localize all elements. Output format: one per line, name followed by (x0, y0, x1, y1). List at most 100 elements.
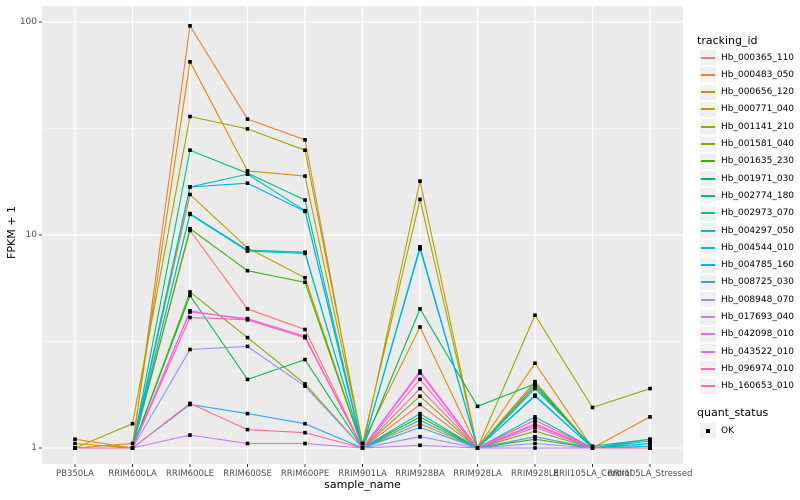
legend-key-line-icon (700, 136, 716, 152)
data-point (418, 394, 422, 398)
data-point (245, 318, 250, 322)
data-point (418, 425, 422, 430)
legend-key-line-icon (700, 274, 716, 290)
data-point (533, 394, 537, 398)
data-point (418, 443, 422, 448)
data-point (303, 430, 307, 435)
legend-entry: Hb_004544_010 (700, 239, 794, 256)
legend-entry-label: Hb_000771_040 (721, 104, 795, 115)
data-point (475, 404, 480, 409)
data-point (73, 441, 77, 446)
data-point (648, 437, 652, 441)
quant-status-square-icon (700, 423, 716, 438)
data-point (245, 249, 250, 253)
legend-entry: Hb_000483_050 (700, 66, 794, 83)
legend-line-swatch (701, 281, 715, 284)
legend-entry: Hb_001971_030 (700, 170, 794, 187)
data-point (188, 310, 192, 314)
x-tick-label: PB350LA (56, 469, 94, 479)
legend-entry-label: Hb_004785_160 (721, 260, 795, 271)
data-point (303, 148, 307, 152)
legend-key-line-icon (700, 378, 716, 394)
data-point (188, 185, 192, 189)
x-tick-label: RRIM600LE (166, 469, 214, 479)
data-point (418, 377, 422, 382)
data-point (245, 246, 250, 250)
data-point (533, 434, 537, 439)
data-point (303, 251, 307, 256)
legend-entry-label: Hb_160653_010 (721, 381, 795, 392)
legend-entry: Hb_002973_070 (700, 205, 794, 222)
x-tick-label: RRIM928LA (453, 469, 502, 479)
data-point (418, 386, 422, 391)
data-point (533, 441, 537, 446)
data-point (303, 198, 307, 202)
data-point (188, 60, 192, 64)
legend-entry-label: Hb_008948_070 (721, 294, 795, 305)
legend-line-swatch (701, 194, 715, 197)
data-point (188, 212, 192, 217)
x-tick-label: RRIM901LA (338, 469, 387, 479)
data-point (418, 402, 422, 407)
legend-key-line-icon (700, 257, 716, 273)
legend-line-swatch (701, 229, 715, 232)
legend-entry: Hb_002774_180 (700, 187, 794, 204)
data-point (475, 446, 480, 450)
legend-line-swatch (701, 56, 715, 59)
legend-entry: Hb_000656_120 (700, 84, 794, 101)
legend-line-swatch (701, 73, 715, 76)
quant-status-entry: OK (700, 422, 734, 439)
x-tick-label: RRII105LA_Control (553, 469, 632, 479)
data-point (533, 313, 537, 317)
legend-entry-label: Hb_004297_050 (721, 225, 795, 236)
data-point (590, 405, 595, 410)
data-point (130, 446, 135, 450)
data-point (533, 429, 537, 433)
legend-entry-label: Hb_043522_010 (721, 346, 795, 357)
data-point (533, 425, 537, 430)
data-point (648, 441, 652, 446)
legend-title-tracking-id: tracking_id (697, 34, 758, 47)
legend-line-swatch (701, 367, 715, 370)
legend-line-swatch (701, 246, 715, 249)
data-point (188, 290, 192, 294)
legend-key-line-icon (700, 361, 716, 377)
data-point (303, 441, 307, 446)
data-point (590, 446, 595, 450)
data-point (245, 441, 250, 446)
data-point (418, 179, 422, 183)
x-tick-label: RRIM600SE (223, 469, 272, 479)
legend-entry: Hb_008948_070 (700, 291, 794, 308)
legend-line-swatch (701, 212, 715, 215)
legend-entry-label: Hb_000656_120 (721, 87, 795, 98)
data-point (188, 226, 192, 231)
data-point (303, 421, 307, 426)
data-point (533, 361, 537, 365)
legend-entry: Hb_042098_010 (700, 326, 794, 343)
data-point (245, 307, 250, 311)
legend-line-swatch (701, 143, 715, 145)
data-point (73, 437, 77, 441)
legend-key-line-icon (700, 101, 716, 117)
legend-entry: Hb_004785_160 (700, 257, 794, 274)
legend-key-line-icon (700, 326, 716, 342)
x-tick-label: RRIM928BA (395, 469, 445, 479)
data-point (303, 327, 307, 332)
data-point (245, 172, 250, 176)
legend-key-line-icon (700, 240, 716, 256)
legend-line-swatch (701, 125, 715, 128)
data-point (245, 117, 250, 121)
legend-key-line-icon (700, 171, 716, 187)
y-tick-label: 100 (19, 17, 37, 27)
legend-entry: Hb_001581_040 (700, 136, 794, 153)
y-tick-label: 1 (31, 443, 37, 453)
legend-line-swatch (701, 298, 715, 301)
x-tick-label: RRIM600PE (280, 469, 330, 479)
data-point (303, 382, 307, 386)
y-tick-label: 10 (25, 230, 37, 240)
legend-entry: Hb_043522_010 (700, 343, 794, 360)
data-point (648, 386, 652, 391)
legend-line-swatch (701, 177, 715, 180)
data-point (188, 293, 192, 298)
